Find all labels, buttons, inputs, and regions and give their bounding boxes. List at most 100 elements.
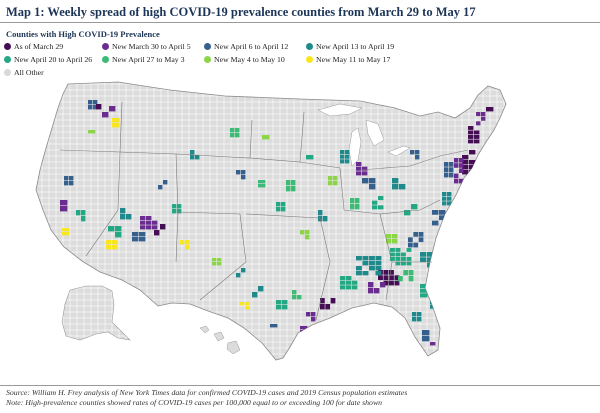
county-cell	[112, 118, 120, 123]
county-cell	[392, 184, 399, 190]
county-cell	[297, 295, 302, 300]
county-cell	[235, 128, 240, 133]
legend-item-march-29: As of March 29	[4, 42, 63, 51]
county-cell	[390, 248, 395, 252]
county-cell	[346, 285, 352, 290]
county-cell	[152, 220, 158, 225]
prevalence-layer	[60, 100, 494, 346]
county-cell	[120, 208, 126, 214]
county-cell	[375, 271, 382, 276]
county-cell	[126, 214, 132, 220]
county-cell	[356, 166, 362, 171]
county-cell	[163, 180, 168, 185]
county-cell	[427, 252, 434, 257]
county-cell	[236, 170, 241, 175]
county-cell	[459, 168, 464, 173]
county-cell	[96, 104, 102, 110]
county-cell	[439, 210, 446, 215]
county-cell	[383, 280, 389, 286]
county-cell	[383, 275, 389, 281]
county-cell	[112, 123, 120, 128]
county-cell	[240, 302, 245, 306]
county-cell	[139, 237, 146, 242]
county-cell	[60, 200, 68, 206]
county-cell	[245, 306, 250, 310]
county-cell	[62, 232, 70, 236]
county-cell	[93, 100, 98, 105]
county-cell	[286, 180, 291, 186]
county-cell	[413, 242, 419, 248]
legend-label: New April 6 to April 12	[214, 42, 289, 51]
county-cell	[449, 167, 454, 173]
county-cell	[292, 295, 297, 300]
county-cell	[62, 228, 70, 232]
county-cell	[230, 133, 235, 138]
county-cell	[447, 196, 452, 201]
state-borders	[59, 101, 469, 321]
county-cell	[362, 261, 369, 266]
county-cell	[432, 220, 439, 226]
county-cell	[389, 275, 394, 281]
county-cell	[64, 176, 69, 181]
county-cell	[328, 181, 333, 186]
legend-item-march-30-april-5: New March 30 to April 5	[102, 42, 191, 51]
county-cell	[447, 192, 452, 197]
county-cell	[462, 165, 469, 170]
county-cell	[401, 261, 406, 266]
county-cell	[406, 248, 412, 252]
county-cell	[146, 225, 152, 230]
county-cell	[185, 240, 190, 245]
county-cell	[362, 178, 369, 184]
county-cell	[281, 202, 286, 207]
hawaii-shape	[199, 325, 241, 355]
county-cell	[109, 106, 116, 112]
county-cell	[276, 305, 282, 310]
county-cell	[177, 209, 182, 214]
county-cell	[375, 256, 382, 261]
county-cell	[395, 257, 401, 261]
county-cell	[340, 276, 346, 281]
legend-swatch	[4, 56, 11, 63]
county-cell	[286, 186, 291, 192]
county-cell	[305, 235, 310, 240]
county-cell	[325, 304, 331, 310]
alaska-shape	[61, 285, 131, 341]
county-cell	[394, 280, 400, 286]
county-cell	[375, 261, 382, 266]
county-cell	[172, 209, 177, 214]
county-cell	[413, 232, 419, 237]
county-cell	[486, 107, 494, 112]
county-cell	[469, 150, 476, 155]
legend-label: New March 30 to April 5	[112, 42, 191, 51]
county-cell	[112, 245, 118, 250]
county-cell	[444, 162, 449, 167]
county-cell	[459, 158, 464, 163]
county-cell	[270, 324, 278, 328]
legend-swatch	[4, 43, 11, 50]
county-cell	[469, 160, 476, 165]
county-cell	[340, 280, 346, 285]
county-cell	[306, 312, 311, 317]
legend-item-april-27-may-3: New April 27 to May 3	[102, 55, 185, 64]
county-cell	[412, 312, 417, 317]
title-divider	[0, 22, 600, 23]
county-cell	[262, 135, 270, 140]
county-cell	[160, 224, 166, 230]
county-cell	[418, 232, 424, 237]
county-cell	[300, 230, 305, 235]
county-cell	[469, 175, 476, 180]
county-cell	[276, 300, 282, 305]
county-cell	[81, 216, 86, 222]
county-cell	[241, 268, 246, 273]
county-cell	[415, 150, 420, 155]
county-cell	[108, 226, 115, 232]
county-cell	[447, 201, 452, 206]
source-note: Source: William H. Frey analysis of New …	[6, 388, 408, 397]
county-cell	[399, 184, 406, 190]
county-cell	[420, 284, 428, 289]
county-cell	[474, 130, 480, 135]
county-cell	[76, 210, 81, 216]
legend-item-april-20-26: New April 20 to April 26	[4, 55, 92, 64]
county-cell	[180, 240, 185, 245]
county-cell	[454, 178, 459, 184]
